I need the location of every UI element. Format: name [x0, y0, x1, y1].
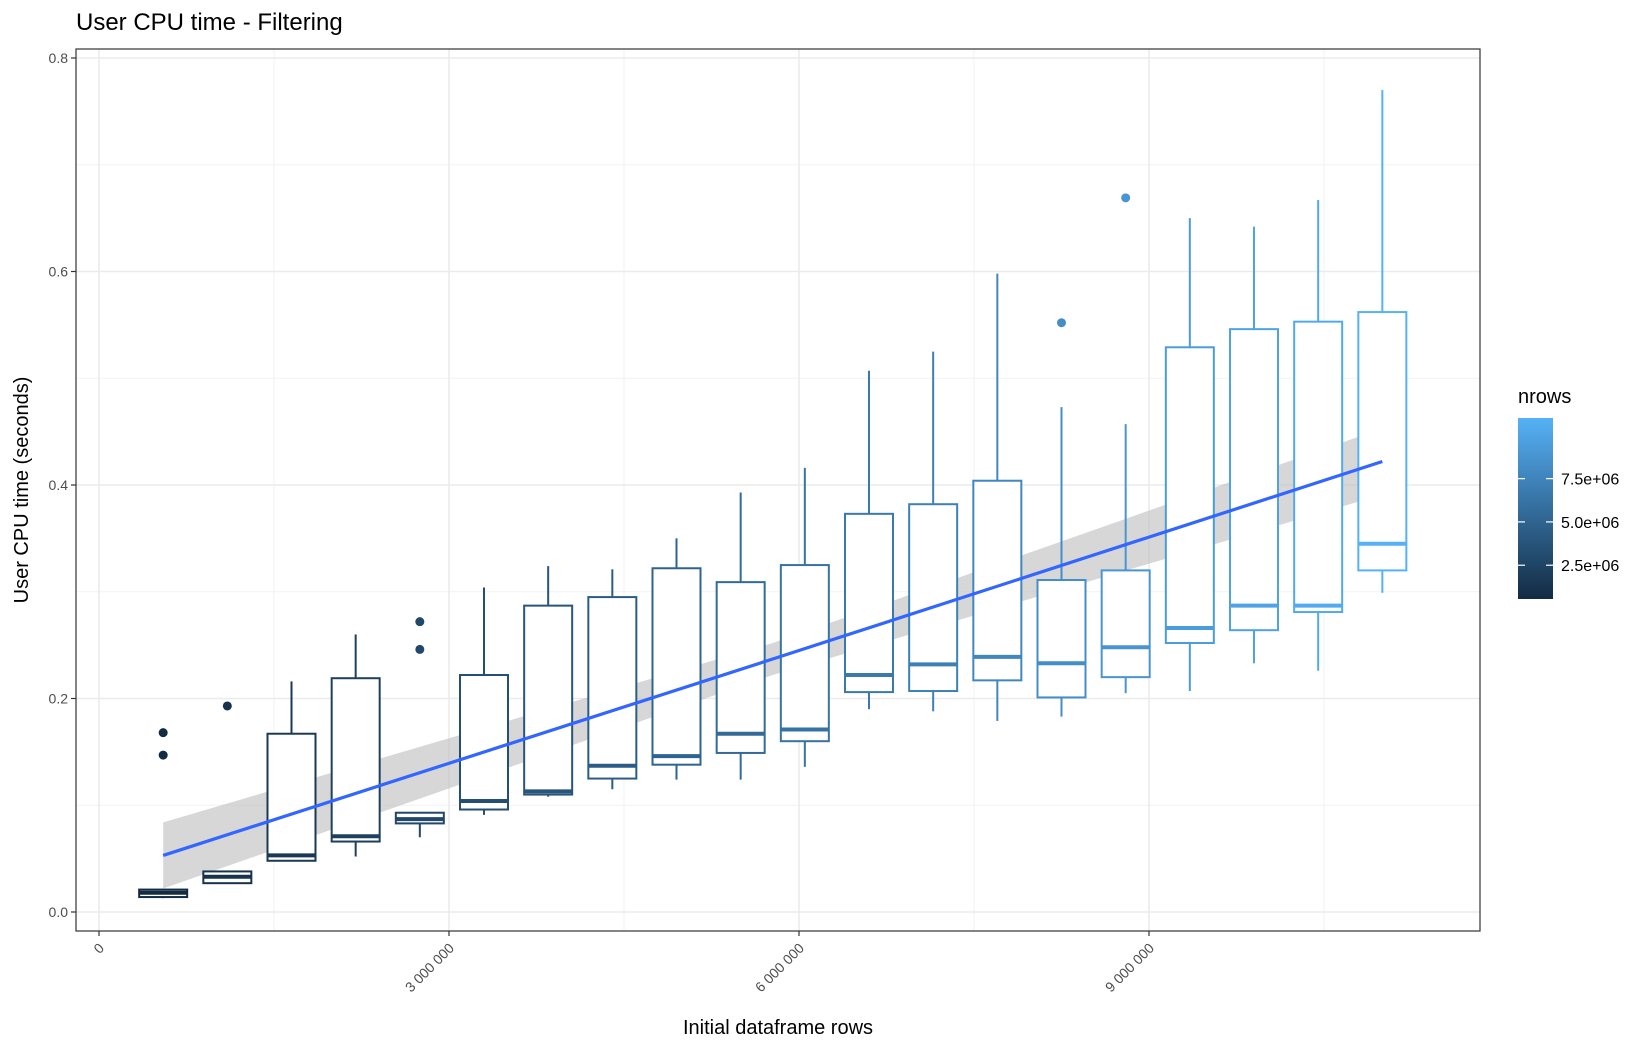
box [1357, 311, 1408, 572]
boxplot [715, 492, 766, 780]
boxplot [138, 728, 189, 899]
outlier-point [415, 644, 425, 654]
box [1164, 346, 1215, 644]
boxplot [1036, 318, 1087, 717]
outlier-point [1121, 193, 1131, 203]
legend-tick-label: 2.5e+06 [1561, 558, 1619, 575]
boxplot [202, 701, 253, 885]
x-tick-label: 0 [90, 940, 107, 957]
x-axis: 0 3 000 000 6 000 000 9 000 000 [90, 931, 1157, 995]
y-tick-label: 0.8 [49, 50, 69, 66]
box [587, 596, 638, 780]
box [844, 512, 894, 694]
box [523, 604, 574, 796]
x-tick-label: 6 000 000 [752, 940, 808, 996]
boxplot [394, 617, 445, 838]
boxplot [908, 351, 959, 712]
box [1036, 579, 1087, 699]
y-tick-label: 0.0 [49, 904, 69, 920]
legend-title: nrows [1518, 386, 1571, 408]
outlier-point [415, 617, 425, 627]
box [1229, 328, 1279, 632]
x-axis-title: Initial dataframe rows [683, 1017, 873, 1039]
y-tick-label: 0.4 [49, 477, 69, 493]
regression-line [162, 459, 1383, 857]
boxplot [1357, 90, 1408, 593]
boxplot [523, 566, 574, 797]
box [1100, 569, 1151, 679]
boxplot [1293, 199, 1344, 671]
trend-line [162, 459, 1383, 857]
boxplot [587, 569, 638, 790]
legend-tick-label: 7.5e+06 [1561, 472, 1619, 489]
boxplot [651, 538, 702, 780]
box [459, 674, 509, 811]
boxplot [844, 370, 894, 710]
y-tick-label: 0.6 [49, 264, 69, 280]
legend-ticks: 2.5e+06 5.0e+06 7.5e+06 [1518, 472, 1619, 575]
boxplot [266, 681, 317, 862]
boxplot [459, 587, 509, 815]
boxplot [1229, 226, 1279, 664]
y-tick-label: 0.2 [49, 691, 69, 707]
boxplots [138, 90, 1408, 899]
x-tick-label: 9 000 000 [1102, 940, 1158, 996]
outlier-point [1057, 318, 1066, 328]
outlier-point [158, 728, 168, 738]
boxplot [1164, 218, 1215, 692]
box [1293, 320, 1344, 614]
y-axis-title: User CPU time (seconds) [11, 377, 33, 604]
boxplot [330, 634, 381, 857]
box [330, 677, 381, 843]
box [651, 567, 702, 766]
boxplot [1100, 193, 1151, 694]
legend-tick-label: 5.0e+06 [1561, 515, 1619, 532]
outlier-point [222, 701, 232, 711]
y-axis: 0.0 0.2 0.4 0.6 0.8 [49, 50, 76, 920]
legend-colorbar [1518, 418, 1553, 599]
legend: nrows 2.5e+06 5.0e+06 7.5e+06 [1518, 386, 1619, 599]
box [266, 732, 317, 862]
chart-title: User CPU time - Filtering [76, 9, 343, 36]
box [715, 581, 766, 754]
plot-border [75, 48, 1481, 932]
x-tick-label: 3 000 000 [402, 940, 458, 996]
box [908, 503, 959, 693]
outlier-point [158, 750, 168, 760]
